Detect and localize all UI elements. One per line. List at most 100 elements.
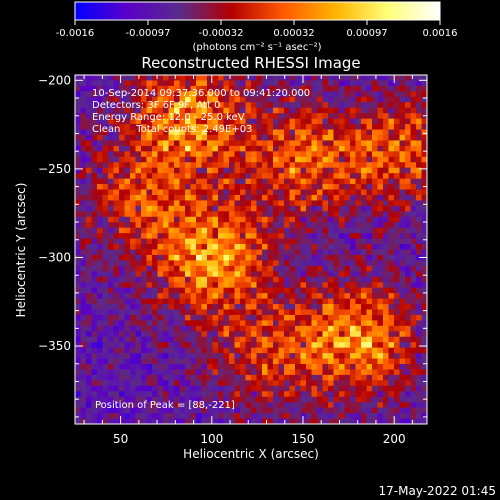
heatmap-cell xyxy=(234,391,241,398)
heatmap-cell xyxy=(355,145,362,152)
heatmap-cell xyxy=(108,113,115,120)
heatmap-cell xyxy=(80,418,87,424)
heatmap-cell xyxy=(388,320,395,327)
heatmap-cell xyxy=(212,189,219,196)
heatmap-cell xyxy=(355,325,362,332)
heatmap-cell xyxy=(322,314,329,321)
heatmap-cell xyxy=(383,102,390,109)
heatmap-cell xyxy=(229,233,236,240)
heatmap-cell xyxy=(416,140,423,147)
heatmap-cell xyxy=(91,227,98,234)
heatmap-cell xyxy=(322,276,329,283)
heatmap-cell xyxy=(405,413,412,420)
heatmap-cell xyxy=(383,364,390,371)
y-tick-label: −250 xyxy=(38,162,71,176)
heatmap-cell xyxy=(262,184,269,191)
heatmap-cell xyxy=(163,222,170,229)
heatmap-cell xyxy=(240,162,247,169)
heatmap-cell xyxy=(146,271,153,278)
heatmap-cell xyxy=(251,194,258,202)
heatmap-cell xyxy=(113,413,120,420)
heatmap-cell xyxy=(141,402,148,409)
heatmap-cell xyxy=(251,91,258,98)
heatmap-cell xyxy=(212,211,219,218)
heatmap-cell xyxy=(97,413,104,420)
heatmap-cell xyxy=(135,173,142,180)
heatmap-cell xyxy=(344,167,351,174)
heatmap-cell xyxy=(190,233,197,240)
heatmap-cell xyxy=(262,162,269,169)
heatmap-cell xyxy=(300,156,307,163)
heatmap-cell xyxy=(267,347,274,354)
heatmap-cell xyxy=(108,167,115,174)
heatmap-cell xyxy=(190,391,197,398)
heatmap-cell xyxy=(421,271,427,278)
heatmap-cell xyxy=(350,407,357,414)
heatmap-cell xyxy=(201,194,208,202)
heatmap-cell xyxy=(229,309,236,316)
heatmap-cell xyxy=(355,331,362,338)
heatmap-cell xyxy=(278,156,285,163)
heatmap-cell xyxy=(278,102,285,109)
heatmap-cell xyxy=(388,276,395,283)
heatmap-cell xyxy=(163,118,170,125)
heatmap-cell xyxy=(278,173,285,180)
heatmap-cell xyxy=(234,233,241,240)
heatmap-cell xyxy=(207,184,214,191)
heatmap-cell xyxy=(141,118,148,125)
heatmap-cell xyxy=(218,184,225,191)
heatmap-cell xyxy=(108,124,115,131)
heatmap-cell xyxy=(377,276,384,283)
heatmap-cell xyxy=(262,309,269,316)
heatmap-cell xyxy=(124,173,131,180)
heatmap-cell xyxy=(306,167,313,174)
heatmap-cell xyxy=(289,91,296,98)
heatmap-cell xyxy=(179,402,186,409)
heatmap-cell xyxy=(152,380,159,387)
heatmap-cell xyxy=(97,282,104,289)
heatmap-cell xyxy=(240,309,247,316)
heatmap-cell xyxy=(256,336,263,343)
heatmap-cell xyxy=(146,156,153,163)
heatmap-cell xyxy=(168,91,175,98)
heatmap-cell xyxy=(273,254,280,261)
heatmap-cell xyxy=(278,353,285,360)
heatmap-cell xyxy=(75,249,82,256)
heatmap-cell xyxy=(185,298,192,305)
heatmap-cell xyxy=(361,380,368,387)
heatmap-cell xyxy=(361,396,368,403)
heatmap-cell xyxy=(399,145,406,152)
heatmap-cell xyxy=(284,80,291,87)
heatmap-cell xyxy=(383,265,390,272)
heatmap-cell xyxy=(251,140,258,147)
heatmap-cell xyxy=(377,124,384,131)
heatmap-cell xyxy=(240,353,247,360)
heatmap-cell xyxy=(399,254,406,261)
heatmap-cell xyxy=(91,418,98,424)
heatmap-cell xyxy=(410,194,417,202)
heatmap-cell xyxy=(196,369,203,376)
heatmap-cell xyxy=(108,402,115,409)
heatmap-cell xyxy=(163,145,170,152)
heatmap-cell xyxy=(185,107,192,114)
heatmap-cell xyxy=(86,178,93,185)
heatmap-cell xyxy=(152,211,159,218)
heatmap-cell xyxy=(251,265,258,272)
heatmap-cell xyxy=(86,184,93,191)
heatmap-cell xyxy=(91,385,98,392)
heatmap-cell xyxy=(256,402,263,409)
heatmap-cell xyxy=(350,380,357,387)
heatmap-cell xyxy=(311,287,318,294)
heatmap-cell xyxy=(102,96,109,103)
heatmap-cell xyxy=(273,134,280,142)
heatmap-cell xyxy=(201,140,208,147)
heatmap-cell xyxy=(168,391,175,398)
heatmap-cell xyxy=(168,407,175,414)
heatmap-cell xyxy=(394,167,401,174)
heatmap-cell xyxy=(108,413,115,420)
heatmap-cell xyxy=(278,265,285,272)
heatmap-cell xyxy=(344,211,351,218)
heatmap-cell xyxy=(218,178,225,185)
heatmap-cell xyxy=(306,75,313,82)
heatmap-cell xyxy=(113,347,120,354)
